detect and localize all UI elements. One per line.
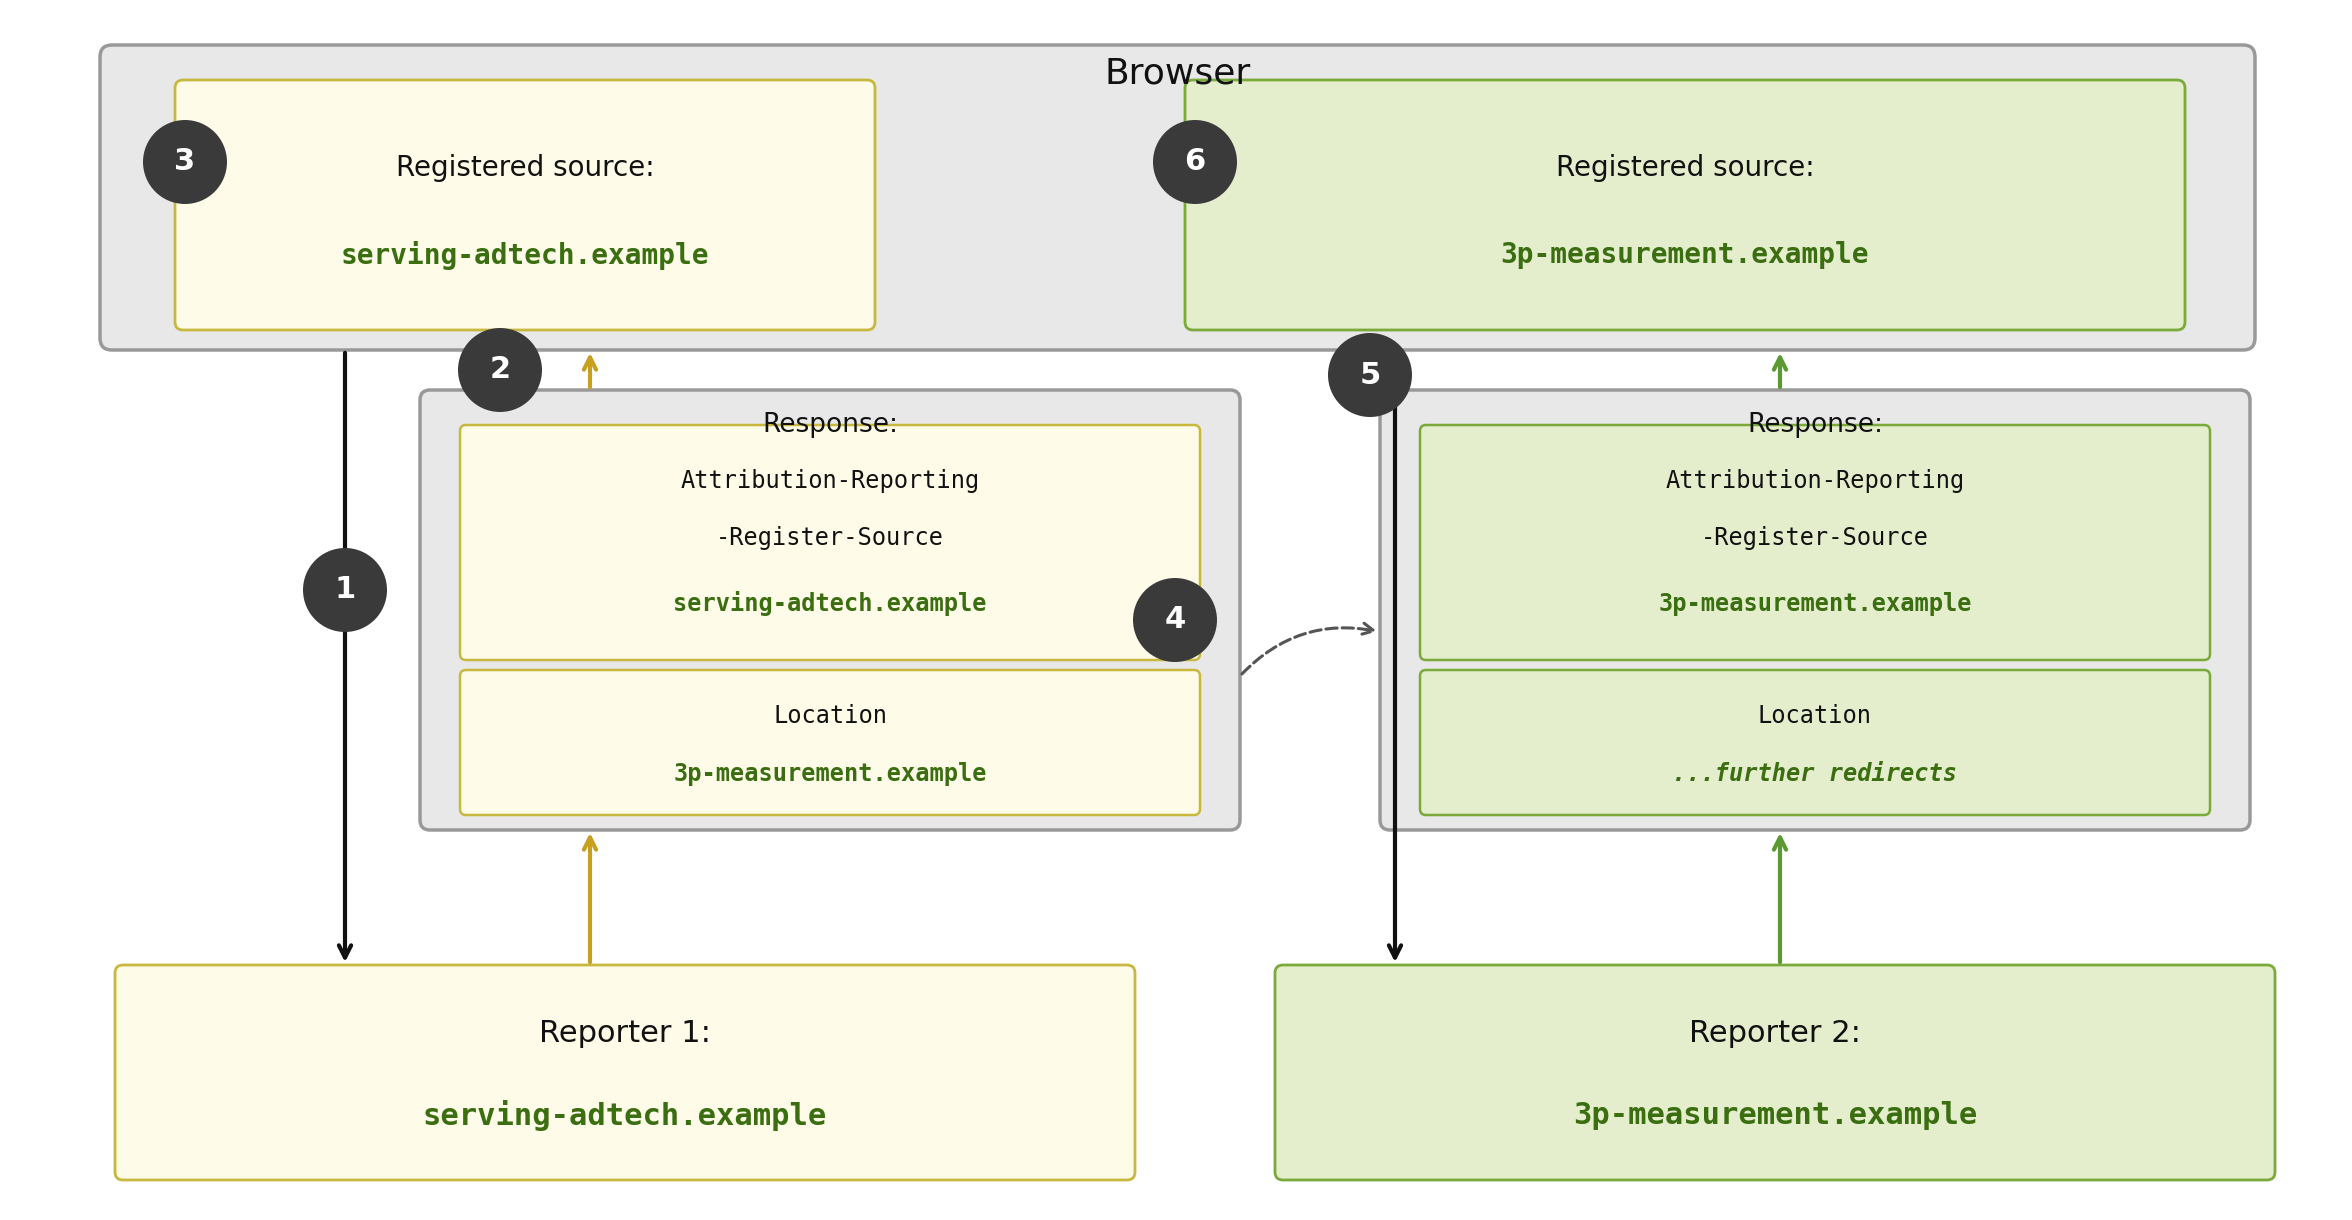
Text: serving-adtech.example: serving-adtech.example	[673, 592, 988, 616]
Text: 6: 6	[1185, 148, 1207, 177]
FancyBboxPatch shape	[1185, 81, 2185, 329]
FancyBboxPatch shape	[1381, 390, 2251, 830]
Text: 5: 5	[1359, 360, 1381, 389]
Text: 3: 3	[174, 148, 195, 177]
Text: Reporter 2:: Reporter 2:	[1689, 1019, 1860, 1048]
Text: 4: 4	[1164, 605, 1185, 634]
Text: -Register-Source: -Register-Source	[715, 526, 943, 550]
Text: ...further redirects: ...further redirects	[1672, 762, 1957, 787]
Text: Browser: Browser	[1105, 56, 1251, 90]
Text: 3p-measurement.example: 3p-measurement.example	[1573, 1100, 1978, 1130]
Text: 1: 1	[334, 576, 355, 604]
Circle shape	[459, 328, 541, 412]
FancyBboxPatch shape	[101, 45, 2256, 350]
FancyBboxPatch shape	[1421, 670, 2211, 815]
Text: 3p-measurement.example: 3p-measurement.example	[673, 762, 988, 787]
Text: Location: Location	[774, 704, 887, 728]
Circle shape	[303, 548, 388, 632]
Text: Response:: Response:	[1748, 412, 1884, 438]
FancyBboxPatch shape	[115, 965, 1136, 1180]
FancyBboxPatch shape	[1275, 965, 2274, 1180]
Text: 3p-measurement.example: 3p-measurement.example	[1658, 592, 1971, 616]
FancyBboxPatch shape	[461, 670, 1200, 815]
FancyBboxPatch shape	[1421, 425, 2211, 660]
Text: Registered source:: Registered source:	[395, 154, 654, 182]
Text: 3p-measurement.example: 3p-measurement.example	[1501, 242, 1870, 268]
Text: Reporter 1:: Reporter 1:	[539, 1019, 710, 1048]
Text: -Register-Source: -Register-Source	[1700, 526, 1929, 550]
Circle shape	[1152, 120, 1237, 204]
Text: serving-adtech.example: serving-adtech.example	[423, 1100, 828, 1131]
Text: 2: 2	[489, 355, 510, 384]
Text: Location: Location	[1757, 704, 1872, 728]
Text: Attribution-Reporting: Attribution-Reporting	[1665, 470, 1964, 493]
Circle shape	[143, 120, 228, 204]
Text: serving-adtech.example: serving-adtech.example	[341, 240, 710, 270]
Circle shape	[1329, 333, 1411, 417]
Circle shape	[1134, 578, 1216, 662]
Text: Registered source:: Registered source:	[1555, 154, 1813, 182]
FancyBboxPatch shape	[421, 390, 1240, 830]
FancyBboxPatch shape	[174, 81, 875, 329]
Text: Response:: Response:	[762, 412, 898, 438]
FancyBboxPatch shape	[461, 425, 1200, 660]
Text: Attribution-Reporting: Attribution-Reporting	[680, 470, 981, 493]
